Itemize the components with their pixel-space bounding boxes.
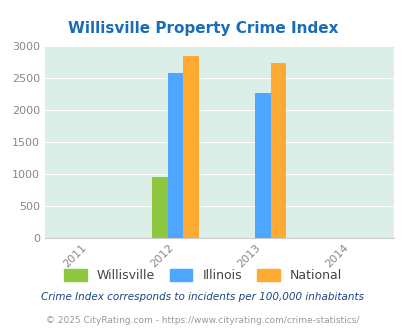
Text: Crime Index corresponds to incidents per 100,000 inhabitants: Crime Index corresponds to incidents per… <box>41 292 364 302</box>
Bar <box>183 56 199 238</box>
Bar <box>151 177 167 238</box>
Bar <box>270 63 286 238</box>
Bar <box>167 73 183 238</box>
Legend: Willisville, Illinois, National: Willisville, Illinois, National <box>59 264 346 287</box>
Text: Willisville Property Crime Index: Willisville Property Crime Index <box>68 21 337 36</box>
Bar <box>254 93 270 238</box>
Text: © 2025 CityRating.com - https://www.cityrating.com/crime-statistics/: © 2025 CityRating.com - https://www.city… <box>46 315 359 325</box>
